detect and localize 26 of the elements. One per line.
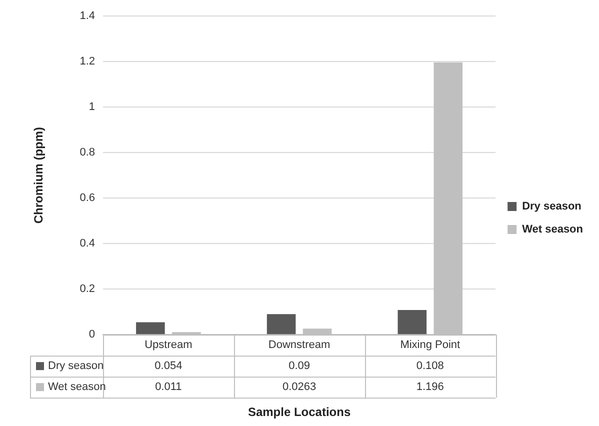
legend-label: Dry season bbox=[48, 360, 104, 372]
data-label: 1.196 bbox=[416, 381, 444, 394]
data-label: 0.054 bbox=[154, 360, 182, 372]
data-label: 0.011 bbox=[155, 381, 182, 394]
x-tick-label: Upstream bbox=[144, 339, 192, 352]
data-label: 0.108 bbox=[416, 360, 444, 372]
bar bbox=[266, 314, 296, 334]
text: Wet season bbox=[48, 381, 106, 394]
x-tick-label: Downstream bbox=[268, 339, 330, 352]
x-axis-title: Sample Locations bbox=[248, 405, 351, 420]
y-tick-label: 0.2 bbox=[80, 283, 95, 296]
y-tick-label: 1 bbox=[88, 101, 95, 114]
y-tick-label: 0.8 bbox=[80, 146, 95, 159]
bar bbox=[398, 310, 427, 334]
y-axis-title: Chromium (ppm) bbox=[32, 126, 46, 224]
bar bbox=[136, 322, 165, 334]
y-tick-label: 0 bbox=[88, 328, 95, 341]
text: Dry season bbox=[522, 200, 582, 213]
data-label: 0.09 bbox=[288, 360, 310, 372]
y-tick-label: 1.4 bbox=[80, 10, 95, 22]
data-label: 0.0263 bbox=[282, 381, 316, 394]
legend-label: Wet season bbox=[522, 224, 584, 236]
y-tick-label: 1.2 bbox=[80, 56, 95, 68]
x-tick-label: Mixing Point bbox=[400, 339, 460, 352]
y-tick-label: 0.6 bbox=[80, 192, 95, 204]
y-tick-label: 0.4 bbox=[80, 238, 95, 250]
